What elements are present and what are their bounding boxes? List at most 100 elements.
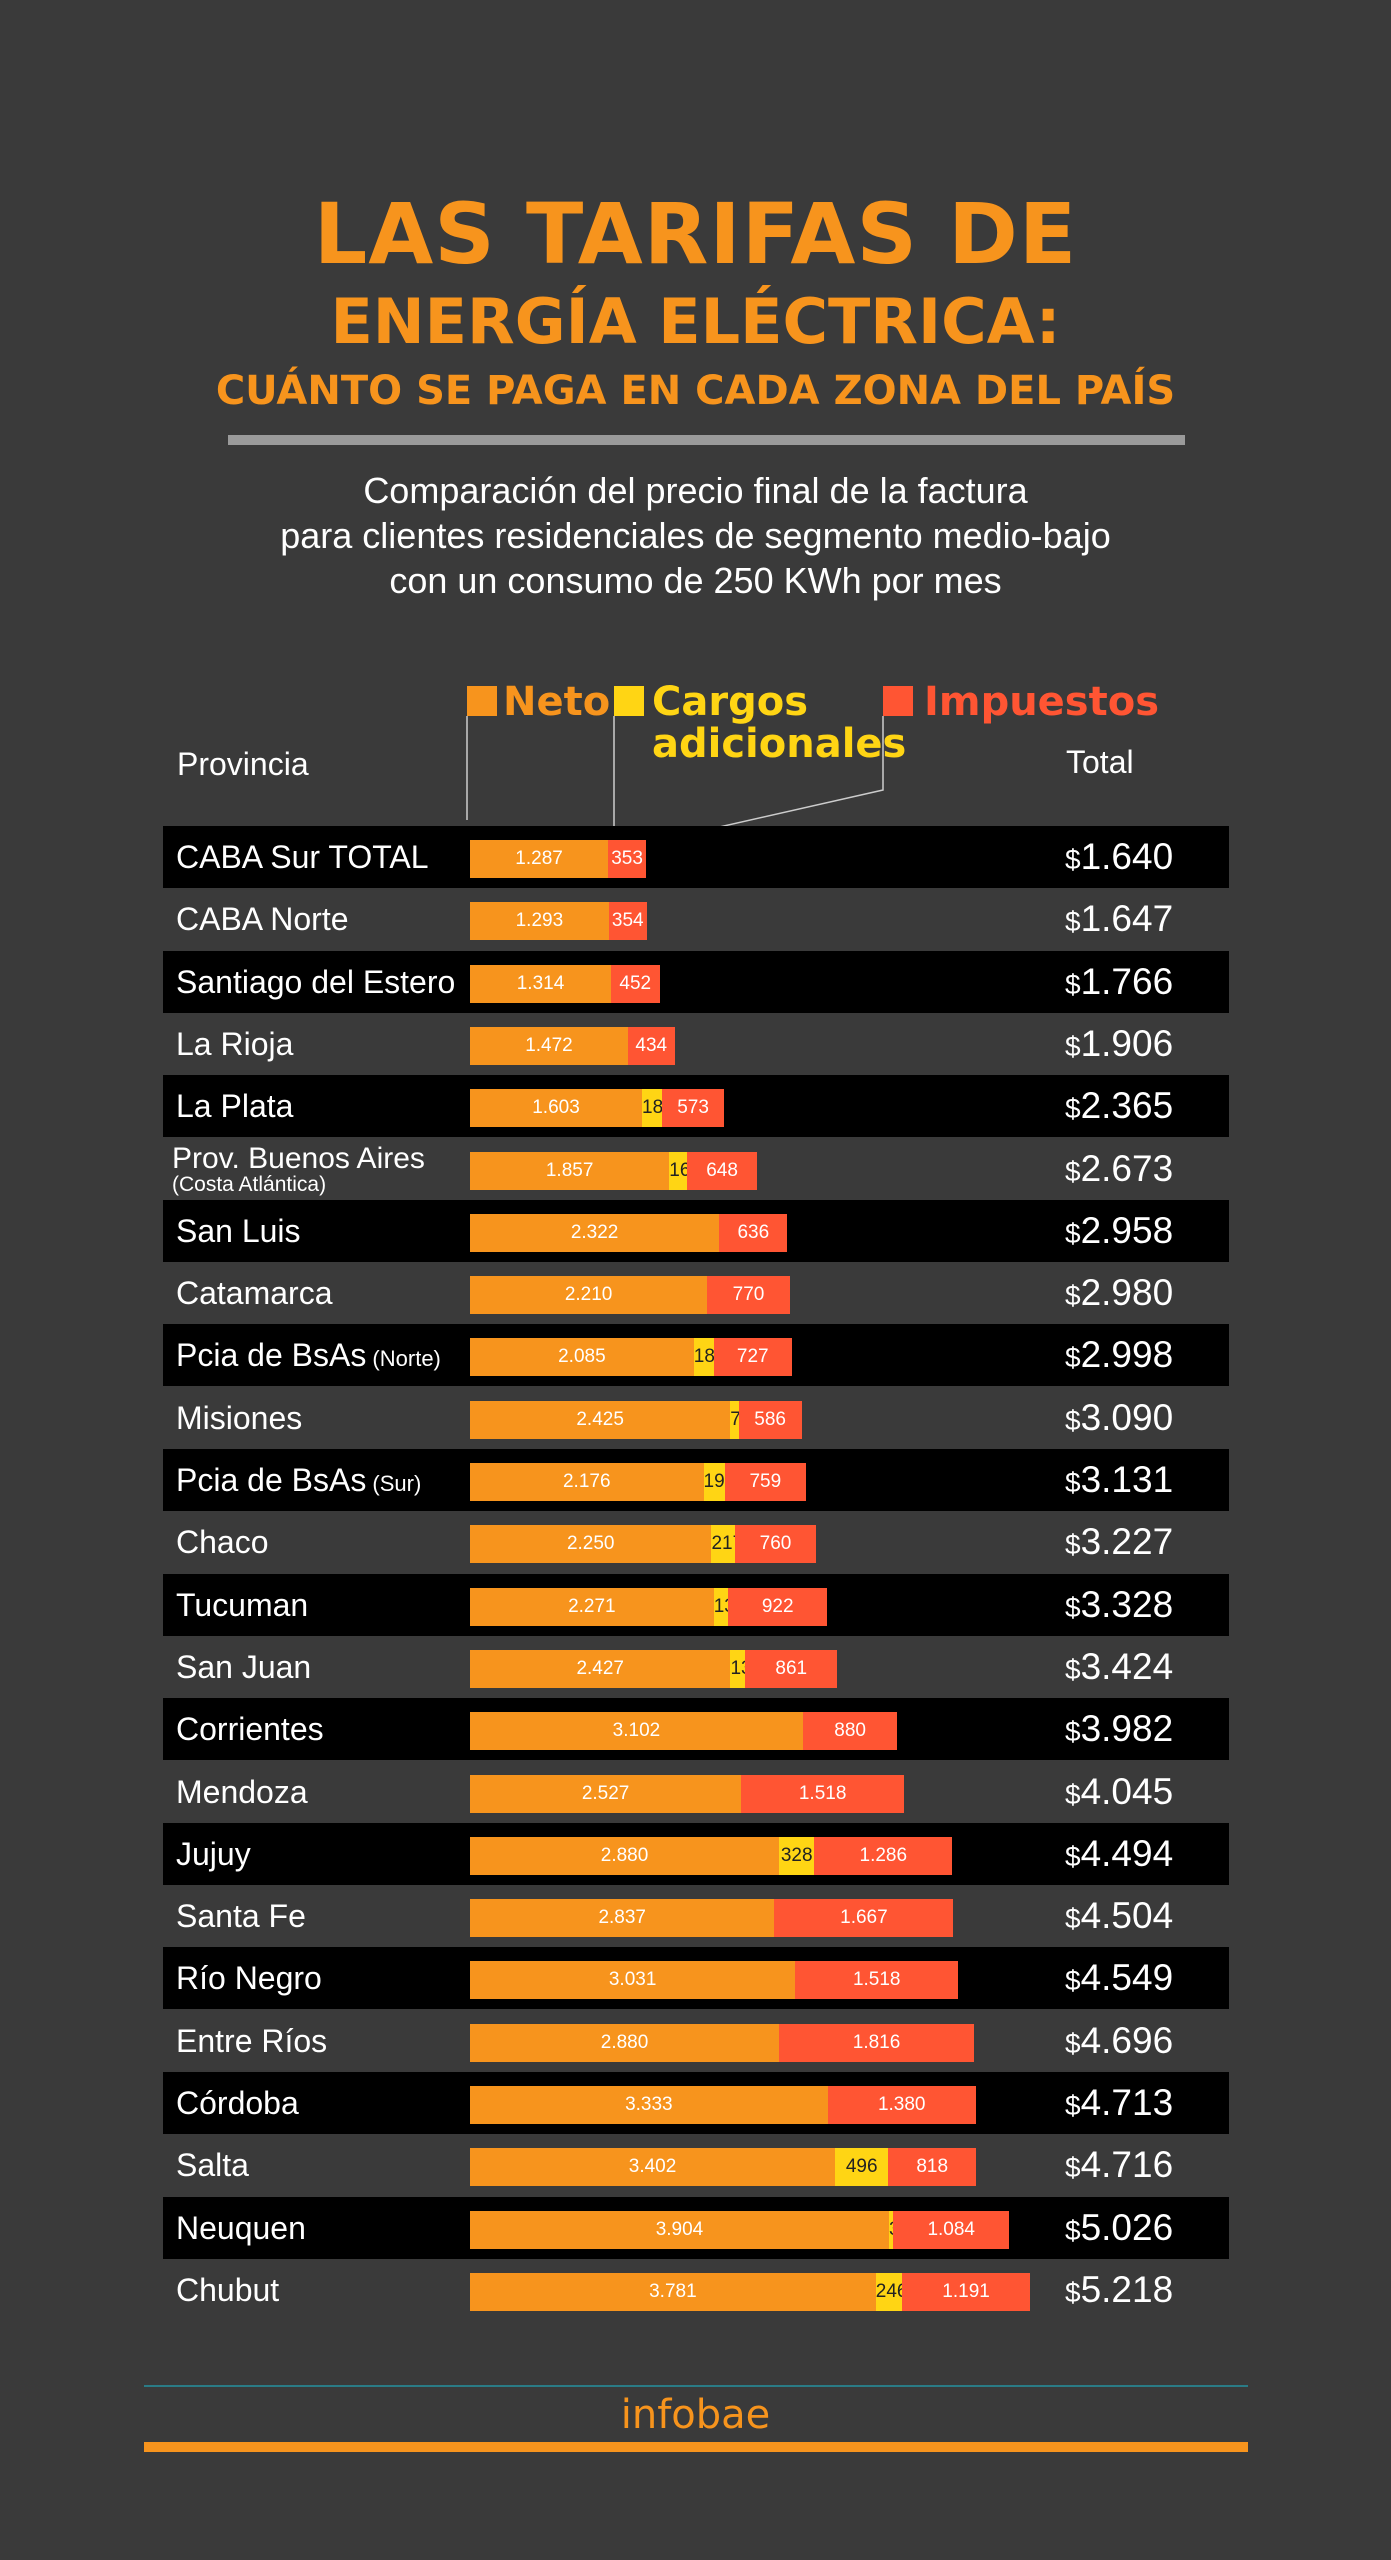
subtitle-line-3: con un consumo de 250 KWh por mes (389, 560, 1002, 601)
stacked-bar: 2.880 328 1.286 (470, 1836, 1170, 1875)
province-label: San Luis (176, 1200, 301, 1262)
total-amount: 5.218 (1080, 2268, 1174, 2310)
province-qualifier: (Sur) (366, 1471, 422, 1496)
province-label: Jujuy (176, 1823, 251, 1885)
bar-segment-neto: 2.085 (470, 1338, 694, 1377)
province-name: La Rioja (176, 1025, 294, 1062)
province-label: CABA Norte (176, 888, 349, 950)
bar-segment-neto: 3.333 (470, 2086, 828, 2124)
province-name: Chubut (176, 2271, 280, 2308)
stacked-bar: 2.42579586 (470, 1400, 1170, 1439)
bar-segment-neto: 2.837 (470, 1899, 775, 1938)
total-value: $3.424 (1065, 1636, 1173, 1698)
total-amount: 2.998 (1080, 1334, 1174, 1376)
subtitle-line-1: Comparación del precio final de la factu… (363, 470, 1028, 511)
total-value: $4.549 (1065, 1947, 1173, 2009)
stacked-bar: 3.102 880 (470, 1712, 1170, 1751)
bar-segment-impuestos: 354 (608, 902, 647, 941)
total-amount: 3.227 (1080, 1521, 1174, 1563)
stacked-bar: 2.176 196 759 (470, 1463, 1170, 1501)
currency-symbol: $ (1065, 1342, 1081, 1374)
total-amount: 4.549 (1080, 1957, 1174, 1999)
province-name: Pcia de BsAs (176, 1462, 367, 1498)
currency-symbol: $ (1065, 1716, 1081, 1748)
chart-row: Córdoba 3.333 1.380 $4.713 (163, 2072, 1229, 2134)
currency-symbol: $ (1065, 1840, 1081, 1872)
bar-segment-neto: 2.527 (470, 1774, 742, 1813)
bar-segment-cargos: 328 (779, 1836, 815, 1875)
stacked-bar: 3.031 1.518 (470, 1961, 1170, 2000)
chart-row: CABA Norte 1.293 354 $1.647 (163, 888, 1229, 950)
column-header-provincia: Provincia (177, 746, 309, 782)
bar-segment-impuestos: 727 (713, 1338, 792, 1377)
total-value: $3.227 (1065, 1511, 1173, 1573)
province-label: Corrientes (176, 1698, 324, 1760)
bar-segment-cargos: 246 (875, 2272, 907, 2311)
province-label: Río Negro (176, 1947, 322, 2009)
province-label: La Plata (176, 1075, 293, 1137)
total-amount: 2.958 (1080, 1209, 1174, 1251)
bar-segment-impuestos: 1.286 (814, 1836, 953, 1875)
bar-segment-impuestos: 353 (608, 840, 646, 878)
chart-row: Pcia de BsAs (Sur) 2.176 196 759 $3.131 (163, 1449, 1229, 1511)
bar-segment-impuestos: 573 (662, 1089, 724, 1128)
infobae-logo: infobae (620, 2392, 771, 2438)
stacked-bar: 2.880 1.816 (470, 2023, 1170, 2062)
total-value: $1.647 (1065, 888, 1173, 950)
province-name: Pcia de BsAs (176, 1337, 367, 1374)
bar-segment-cargos: 136 (730, 1649, 762, 1688)
chart-row: Río Negro 3.031 1.518 $4.549 (163, 1947, 1229, 2010)
chart-row: Pcia de BsAs (Norte) 2.085 186 727 $2.998 (163, 1324, 1229, 1387)
province-qualifier: (Norte) (366, 1346, 441, 1372)
total-amount: 1.906 (1080, 1022, 1174, 1064)
province-label: Santa Fe (176, 1885, 306, 1947)
bar-segment-neto: 2.271 (470, 1587, 714, 1626)
bar-segment-neto: 2.425 (470, 1400, 731, 1439)
currency-symbol: $ (1065, 1404, 1081, 1436)
currency-symbol: $ (1065, 1653, 1081, 1685)
province-label: Chaco (176, 1511, 269, 1573)
chart-row: Neuquen 3.904381.084$5.026 (163, 2196, 1229, 2259)
bar-segment-cargos: 135 (713, 1587, 745, 1626)
legend-neto-label: Neto (503, 679, 611, 725)
bar-segment-impuestos: 1.518 (741, 1774, 905, 1813)
total-value: $5.026 (1065, 2197, 1173, 2259)
bar-segment-impuestos: 770 (707, 1276, 790, 1315)
bar-segment-cargos: 79 (730, 1400, 751, 1439)
chart-row: Mendoza 2.527 1.518 $4.045 (163, 1761, 1229, 1823)
total-value: $3.982 (1065, 1698, 1173, 1760)
legend-cargos-label-1: Cargos (652, 679, 808, 725)
currency-symbol: $ (1065, 1778, 1081, 1810)
total-amount: 3.424 (1080, 1645, 1174, 1687)
chart-row: Santa Fe 2.837 1.667 $4.504 (163, 1885, 1229, 1947)
bar-segment-neto: 2.250 (470, 1525, 712, 1564)
stacked-bar: 3.402 496 818 (470, 2148, 1170, 2187)
total-amount: 4.716 (1080, 2144, 1174, 2186)
bar-segment-impuestos: 922 (728, 1587, 828, 1626)
currency-symbol: $ (1065, 2214, 1081, 2246)
chart-row: Salta 3.402 496 818 $4.716 (163, 2134, 1229, 2196)
total-amount: 3.090 (1080, 1396, 1174, 1438)
bar-segment-neto: 1.287 (470, 840, 609, 878)
total-value: $1.640 (1065, 826, 1173, 888)
stacked-bar: 1.287 353 (470, 840, 1170, 878)
footer-bar (144, 2442, 1248, 2452)
stacked-bar: 3.904381.084 (470, 2210, 1170, 2249)
stacked-bar: 2.527 1.518 (470, 1774, 1170, 1813)
currency-symbol: $ (1065, 1467, 1081, 1498)
bar-segment-neto: 2.880 (470, 1836, 780, 1875)
total-amount: 5.026 (1080, 2206, 1174, 2248)
province-name: Córdoba (176, 2085, 299, 2121)
province-sublabel: (Costa Atlántica) (172, 1172, 327, 1196)
province-label: Mendoza (176, 1761, 308, 1823)
total-amount: 1.766 (1080, 960, 1174, 1002)
bar-segment-impuestos: 636 (719, 1213, 788, 1252)
stacked-bar: 3.781 246 1.191 (470, 2272, 1170, 2311)
bar-segment-neto: 3.904 (470, 2210, 889, 2249)
stacked-bar: 3.333 1.380 (470, 2086, 1170, 2124)
total-amount: 2.365 (1080, 1085, 1174, 1127)
total-amount: 3.982 (1080, 1708, 1174, 1750)
currency-symbol: $ (1065, 1903, 1081, 1935)
province-name: Salta (176, 2147, 249, 2184)
